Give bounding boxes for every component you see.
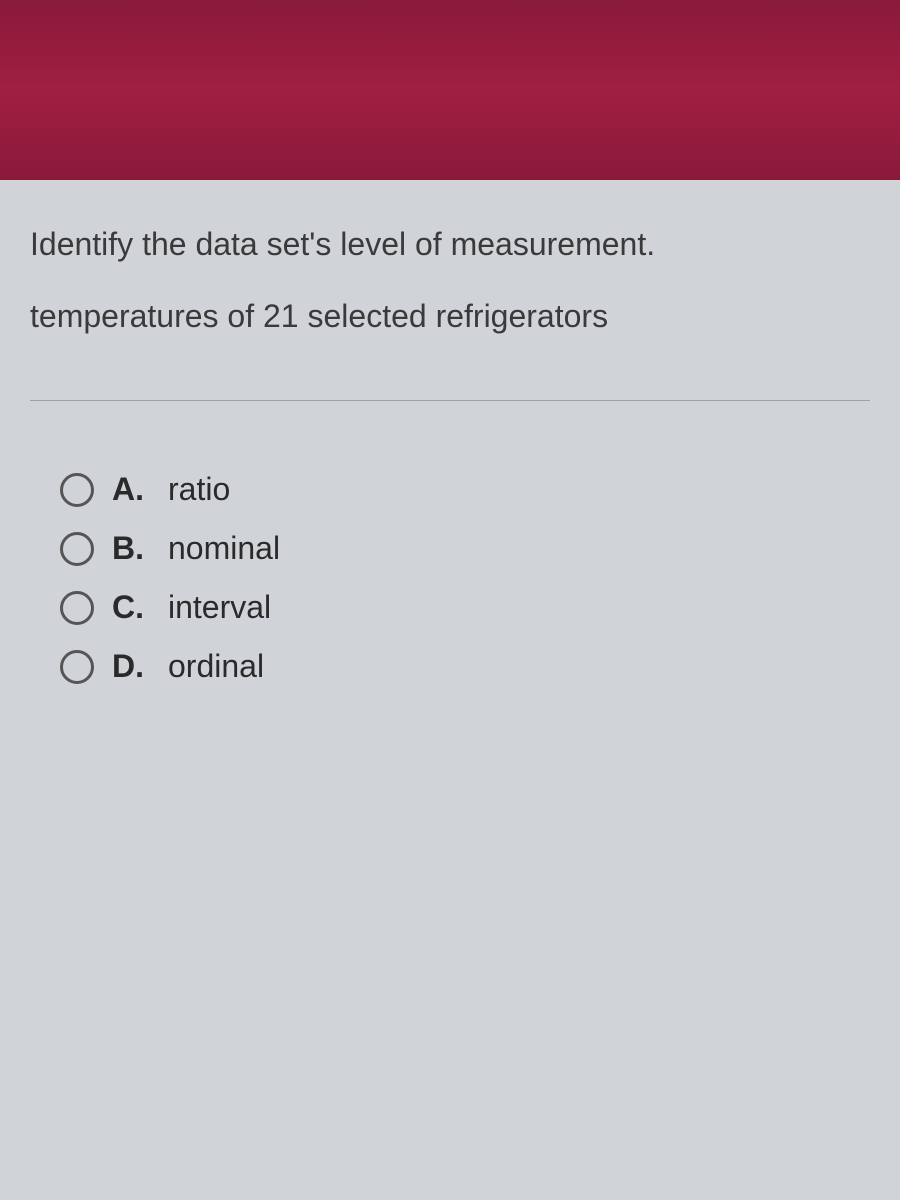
option-text: nominal	[168, 530, 280, 567]
option-letter: A.	[112, 471, 152, 508]
radio-icon[interactable]	[60, 532, 94, 566]
option-text: ordinal	[168, 648, 264, 685]
question-panel: Identify the data set's level of measure…	[0, 180, 900, 1200]
radio-icon[interactable]	[60, 473, 94, 507]
question-prompt: Identify the data set's level of measure…	[30, 220, 870, 268]
question-block: Identify the data set's level of measure…	[30, 220, 870, 340]
radio-icon[interactable]	[60, 591, 94, 625]
option-text: ratio	[168, 471, 230, 508]
section-divider	[30, 400, 870, 401]
option-letter: B.	[112, 530, 152, 567]
radio-icon[interactable]	[60, 650, 94, 684]
options-list: A. ratio B. nominal C. interval D. ordin…	[30, 471, 870, 685]
option-letter: D.	[112, 648, 152, 685]
option-a[interactable]: A. ratio	[60, 471, 870, 508]
header-bar	[0, 0, 900, 180]
option-c[interactable]: C. interval	[60, 589, 870, 626]
option-b[interactable]: B. nominal	[60, 530, 870, 567]
question-context: temperatures of 21 selected refrigerator…	[30, 292, 870, 340]
option-text: interval	[168, 589, 271, 626]
option-d[interactable]: D. ordinal	[60, 648, 870, 685]
option-letter: C.	[112, 589, 152, 626]
